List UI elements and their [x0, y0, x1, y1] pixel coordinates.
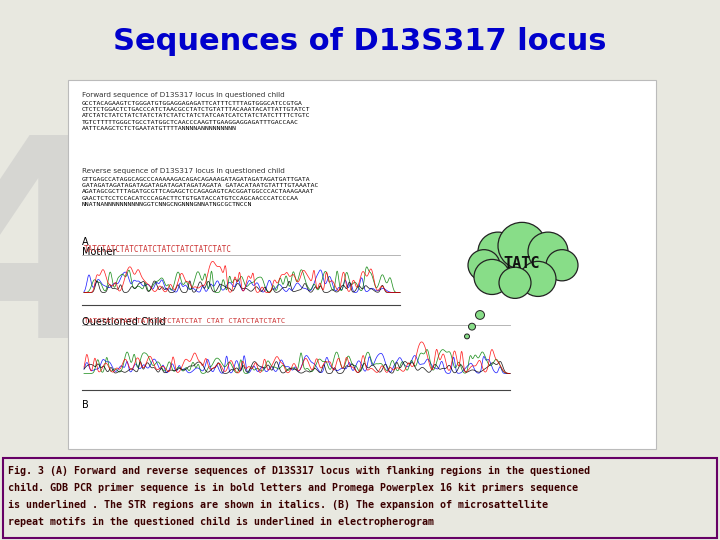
Circle shape — [475, 310, 485, 319]
Text: Fig. 3 (A) Forward and reverse sequences of D13S317 locus with flanking regions : Fig. 3 (A) Forward and reverse sequences… — [8, 466, 590, 476]
Text: GTTGAGCCATAGGCAGCCCAAAAAGACAGACAGAAAGATAGATAGATAGATGATTGATA
GATAGATAGATAGATAGATA: GTTGAGCCATAGGCAGCCCAAAAAGACAGACAGAAAGATA… — [82, 177, 318, 207]
FancyBboxPatch shape — [68, 80, 656, 449]
Text: B: B — [82, 400, 89, 410]
Text: A: A — [82, 237, 89, 247]
Text: repeat motifs in the questioned child is underlined in electropherogram: repeat motifs in the questioned child is… — [8, 517, 434, 527]
Circle shape — [520, 261, 556, 296]
Circle shape — [498, 222, 546, 269]
Text: Mother: Mother — [82, 247, 117, 256]
Text: is underlined . The STR regions are shown in italics. (B) The expansion of micro: is underlined . The STR regions are show… — [8, 500, 548, 510]
Circle shape — [474, 259, 510, 294]
Text: Reverse sequence of D13S317 locus in questioned child: Reverse sequence of D13S317 locus in que… — [82, 168, 285, 174]
Circle shape — [478, 232, 518, 271]
Text: 4: 4 — [0, 126, 129, 396]
Text: Forward sequence of D13S317 locus in questioned child: Forward sequence of D13S317 locus in que… — [82, 92, 284, 98]
Text: Sequences of D13S317 locus: Sequences of D13S317 locus — [113, 27, 607, 56]
Text: TATC: TATC — [504, 256, 540, 271]
Text: TATCTATCTATCTATCTATCTATCTATCTATC: TATCTATCTATCTATCTATCTATCTATCTATC — [84, 245, 232, 254]
Text: GCCTACAGAAGTCTGGGATGTGGAGGAGAGATTCATTTCTTTAGTGGGCATCCGTGA
CTCTCTGGACTCTGACCCATCT: GCCTACAGAAGTCTGGGATGTGGAGGAGAGATTCATTTCT… — [82, 100, 310, 131]
Circle shape — [499, 267, 531, 299]
Circle shape — [528, 232, 568, 271]
Text: TATCTATCTATCTATCTATCTATCTAT CTAT CTATCTATCTATC: TATCTATCTATCTATCTATCTATCTAT CTAT CTATCTA… — [84, 318, 285, 324]
Text: Questioned Child: Questioned Child — [82, 317, 166, 327]
Circle shape — [468, 249, 500, 281]
Circle shape — [464, 334, 469, 339]
Circle shape — [546, 249, 578, 281]
Text: child. GDB PCR primer sequence is in bold letters and Promega Powerplex 16 kit p: child. GDB PCR primer sequence is in bol… — [8, 483, 578, 493]
Circle shape — [469, 323, 475, 330]
